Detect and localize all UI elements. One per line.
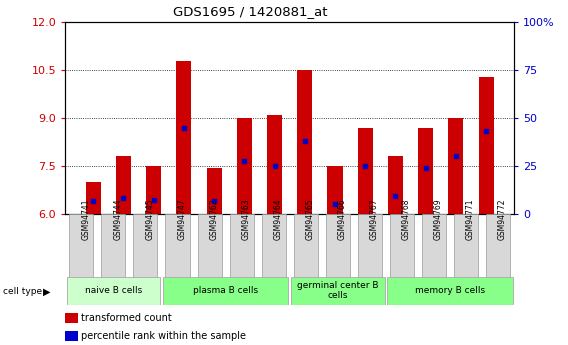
Text: GSM94772: GSM94772 [498,198,507,240]
FancyBboxPatch shape [229,214,254,278]
FancyBboxPatch shape [198,214,222,278]
Bar [86,182,101,214]
Bar [448,118,463,214]
FancyBboxPatch shape [291,277,385,305]
FancyBboxPatch shape [294,214,318,278]
Bar [418,128,433,214]
Bar [297,70,312,214]
Text: GSM94764: GSM94764 [274,198,283,240]
Text: germinal center B
cells: germinal center B cells [297,281,378,300]
Bar [146,166,161,214]
Bar [327,166,343,214]
Text: GSM94744: GSM94744 [114,198,122,240]
FancyBboxPatch shape [358,214,382,278]
FancyBboxPatch shape [422,214,446,278]
FancyBboxPatch shape [262,214,286,278]
Bar [116,156,131,214]
FancyBboxPatch shape [101,214,126,278]
Text: GSM94747: GSM94747 [177,198,186,240]
FancyBboxPatch shape [163,277,289,305]
Text: GSM94768: GSM94768 [402,198,411,240]
FancyBboxPatch shape [325,214,350,278]
Bar [358,128,373,214]
FancyBboxPatch shape [66,277,160,305]
Text: cell type: cell type [3,287,42,296]
Text: GSM94766: GSM94766 [338,198,346,240]
Text: memory B cells: memory B cells [415,286,485,295]
Bar [177,61,191,214]
Text: ▶: ▶ [43,287,50,296]
Text: percentile rank within the sample: percentile rank within the sample [81,331,246,341]
FancyBboxPatch shape [390,214,414,278]
Text: GSM94765: GSM94765 [306,198,315,240]
Bar [237,118,252,214]
Text: GSM94763: GSM94763 [241,198,250,240]
Bar [478,77,494,214]
Text: transformed count: transformed count [81,313,172,323]
Text: GSM94771: GSM94771 [466,198,475,240]
Text: GSM94741: GSM94741 [81,198,90,240]
FancyBboxPatch shape [454,214,478,278]
FancyBboxPatch shape [387,277,513,305]
FancyBboxPatch shape [69,214,93,278]
Text: GSM94769: GSM94769 [434,198,443,240]
Text: GDS1695 / 1420881_at: GDS1695 / 1420881_at [173,5,327,18]
Text: GSM94745: GSM94745 [145,198,154,240]
Bar [207,168,222,214]
Text: GSM94767: GSM94767 [370,198,379,240]
FancyBboxPatch shape [486,214,510,278]
Text: naive B cells: naive B cells [85,286,142,295]
FancyBboxPatch shape [133,214,157,278]
Bar [388,156,403,214]
FancyBboxPatch shape [165,214,190,278]
Text: GSM94762: GSM94762 [210,198,219,240]
Bar [267,115,282,214]
Text: plasma B cells: plasma B cells [193,286,258,295]
